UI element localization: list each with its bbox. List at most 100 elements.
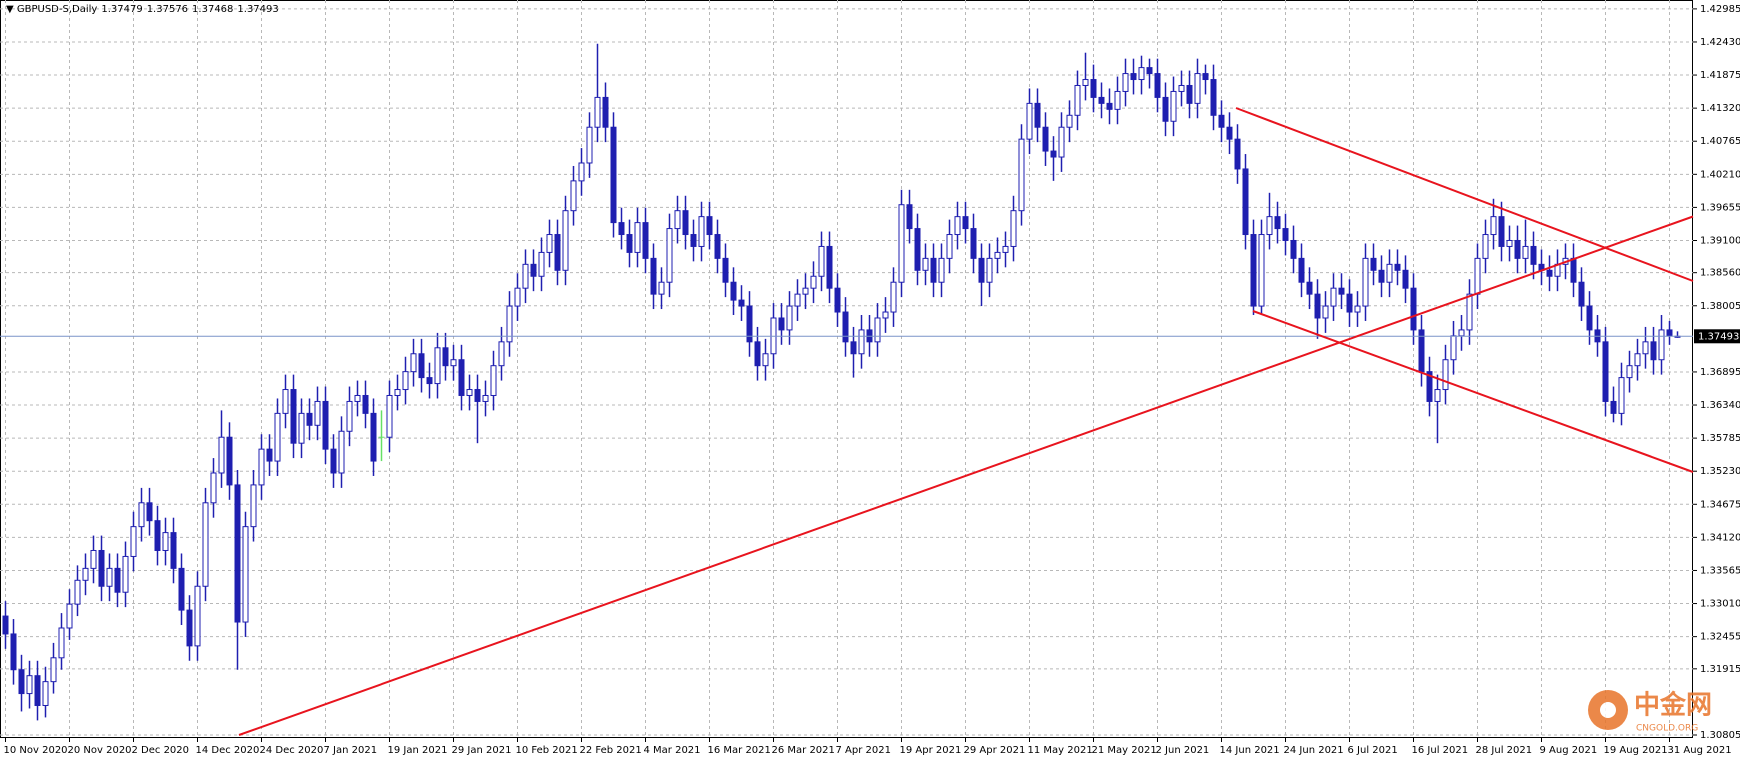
y-tick-label: 1.34675 (1700, 499, 1740, 510)
candle-body (1058, 126, 1065, 158)
candle-body (442, 347, 449, 367)
candle-body (34, 675, 41, 706)
y-tick-label: 1.33565 (1700, 565, 1740, 576)
candle-body (1002, 245, 1009, 253)
x-tick-label: 6 Jul 2021 (1348, 745, 1398, 756)
candle-body (674, 210, 681, 230)
candle-body (562, 210, 569, 271)
candle-body (466, 389, 473, 396)
candle-body (274, 412, 281, 462)
channel-lower (1252, 310, 1694, 473)
candle-body (1306, 281, 1313, 295)
candle-body (498, 341, 505, 367)
candle-body (410, 353, 417, 373)
candle-body (162, 532, 169, 551)
candle-body (226, 436, 233, 486)
candle-body (874, 317, 881, 343)
candle-body (146, 502, 153, 522)
watermark-logo-inner (1600, 702, 1616, 718)
candle-body (258, 448, 265, 486)
candle-body (354, 394, 361, 402)
candle-body (1626, 365, 1633, 379)
candle-body (1242, 168, 1249, 236)
candle-body (1082, 79, 1089, 86)
candle-body (1386, 263, 1393, 283)
candle-body (1666, 329, 1673, 337)
x-tick-label: 7 Apr 2021 (836, 745, 891, 756)
candle-body (890, 281, 897, 313)
close-value: 1.37493 (237, 4, 279, 15)
candle-body (1282, 228, 1289, 241)
candle-body (1298, 257, 1305, 283)
x-tick-label: 10 Nov 2020 (4, 745, 68, 756)
high-value: 1.37576 (146, 4, 189, 15)
candle-body (1586, 305, 1593, 331)
candle-body (58, 627, 65, 659)
symbol: GBPUSD-S,Daily (16, 4, 98, 15)
candle-body (1154, 73, 1161, 98)
candle-body (1578, 281, 1585, 307)
watermark: 中金网 CNGOLD.ORG (1588, 690, 1712, 734)
candle-body (754, 341, 761, 367)
candle-body (170, 532, 177, 569)
candle-body (1618, 377, 1625, 414)
candle-body (282, 389, 289, 414)
x-tick-label: 11 May 2021 (1028, 745, 1093, 756)
plot-frame (0, 0, 1693, 738)
candle-body (194, 585, 201, 647)
candle-body (1362, 257, 1369, 307)
candle-body (42, 681, 49, 706)
candle-body (658, 281, 665, 295)
candle-body (1018, 138, 1025, 212)
candle-body (458, 359, 465, 396)
candle-body (746, 305, 753, 343)
candle-body (930, 257, 937, 283)
candle-body (834, 287, 841, 313)
candle-body (346, 400, 353, 432)
candle-body (1010, 210, 1017, 247)
candle-body (1634, 353, 1641, 367)
candle-body (898, 204, 905, 283)
x-tick-label: 7 Jan 2021 (324, 745, 378, 756)
candle-body (1170, 90, 1177, 122)
candle-body (474, 389, 481, 402)
x-tick-label: 24 Jun 2021 (1284, 745, 1344, 756)
candle-body (202, 502, 209, 587)
candle-body (114, 567, 121, 593)
candle-body (290, 389, 297, 444)
y-tick-label: 1.41875 (1700, 70, 1740, 81)
candle-body (842, 311, 849, 343)
candle-body (234, 484, 241, 623)
candle-body (1250, 234, 1257, 307)
candle-body (714, 234, 721, 259)
candle-body (1346, 293, 1353, 313)
candle-body (482, 394, 489, 402)
candle-body (386, 394, 393, 438)
candle-body (266, 448, 273, 462)
candle-body (1194, 73, 1201, 104)
candle-body (1602, 341, 1609, 402)
candle-body (210, 472, 217, 504)
candle-body (530, 263, 537, 277)
candle-body (522, 263, 529, 289)
candle-body (634, 222, 641, 253)
x-tick-label: 10 Feb 2021 (516, 745, 578, 756)
candle-body (1506, 239, 1513, 247)
candle-body (1330, 287, 1337, 307)
x-tick-label: 19 Apr 2021 (900, 745, 962, 756)
candle-body (330, 448, 337, 474)
channel-upper (1235, 107, 1694, 282)
x-tick-label: 22 Feb 2021 (580, 745, 642, 756)
candle-body (506, 305, 513, 343)
candle-body (514, 287, 521, 307)
candle-body (1122, 73, 1129, 92)
y-tick-label: 1.39655 (1700, 202, 1740, 213)
candle-body (578, 162, 585, 182)
candle-body (2, 615, 9, 635)
candle-body (1130, 73, 1137, 81)
candle-body (690, 234, 697, 247)
candle-body (610, 126, 617, 224)
candle-body (1490, 216, 1497, 236)
candle-body (418, 353, 425, 379)
